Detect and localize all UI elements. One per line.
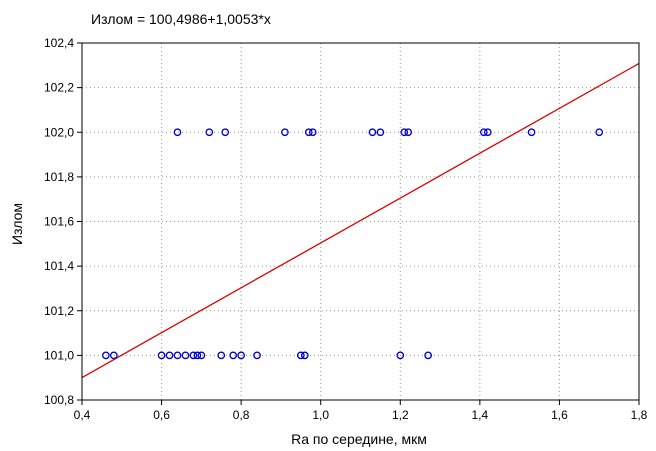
data-point	[404, 128, 413, 137]
data-point	[424, 351, 432, 360]
x-tick-label: 1,0	[312, 408, 329, 422]
data-point	[296, 351, 305, 360]
y-axis-label: Излом	[9, 203, 25, 245]
data-point	[173, 128, 182, 137]
chart-title: Излом = 100,4986+1,0053*x	[91, 11, 271, 27]
y-tick-label: 102,2	[44, 81, 74, 95]
data-point	[205, 128, 214, 137]
data-point	[396, 351, 405, 360]
data-point	[229, 351, 238, 360]
regression-line	[81, 62, 640, 379]
data-point	[189, 351, 198, 360]
data-point	[165, 351, 174, 360]
data-point	[376, 128, 385, 137]
data-point	[400, 128, 409, 137]
data-point	[193, 351, 202, 360]
data-point	[109, 351, 118, 360]
x-tick-label: 0,8	[233, 408, 250, 422]
x-tick-label: 1,8	[631, 408, 648, 422]
data-point	[217, 351, 226, 360]
data-point	[157, 351, 166, 360]
data-point	[173, 351, 182, 360]
grid-lines	[82, 43, 639, 400]
y-tick-label: 101,6	[44, 215, 74, 229]
data-point	[237, 351, 245, 360]
y-axis-ticks: 100,8 101,0 101,2 101,4 101,6 101,8 102,0 102,2…	[44, 36, 82, 407]
data-point	[102, 351, 110, 360]
y-tick-label: 101,8	[44, 170, 74, 184]
x-tick-label: 1,2	[392, 408, 409, 422]
data-points-layer	[102, 128, 604, 360]
data-point	[304, 128, 313, 137]
y-tick-label: 101,4	[44, 259, 74, 273]
x-axis-label: Ra по середине, мкм	[291, 431, 427, 447]
x-tick-label: 0,4	[74, 408, 91, 422]
x-tick-label: 1,6	[551, 408, 568, 422]
data-point	[221, 128, 230, 137]
x-axis-ticks: 0,4 0,6 0,8 1,0 1,2 1,4 1,6 1,8	[74, 400, 648, 422]
data-point	[197, 351, 206, 360]
data-point	[479, 128, 488, 137]
plot-area-frame	[81, 42, 640, 401]
data-point	[181, 351, 190, 360]
y-tick-label: 100,8	[44, 393, 74, 407]
x-tick-label: 0,6	[153, 408, 170, 422]
data-point	[483, 128, 492, 137]
data-point	[527, 128, 536, 137]
y-tick-label: 101,0	[44, 348, 74, 362]
data-point	[595, 128, 604, 137]
y-tick-label: 102,0	[44, 125, 74, 139]
y-tick-label: 101,2	[44, 304, 74, 318]
y-tick-label: 102,4	[44, 36, 74, 50]
data-point	[253, 351, 261, 360]
regression-line-layer	[81, 62, 640, 379]
data-point	[281, 128, 289, 137]
data-point	[368, 128, 377, 137]
x-tick-label: 1,4	[472, 408, 489, 422]
data-point	[300, 351, 309, 360]
data-point	[308, 128, 317, 137]
